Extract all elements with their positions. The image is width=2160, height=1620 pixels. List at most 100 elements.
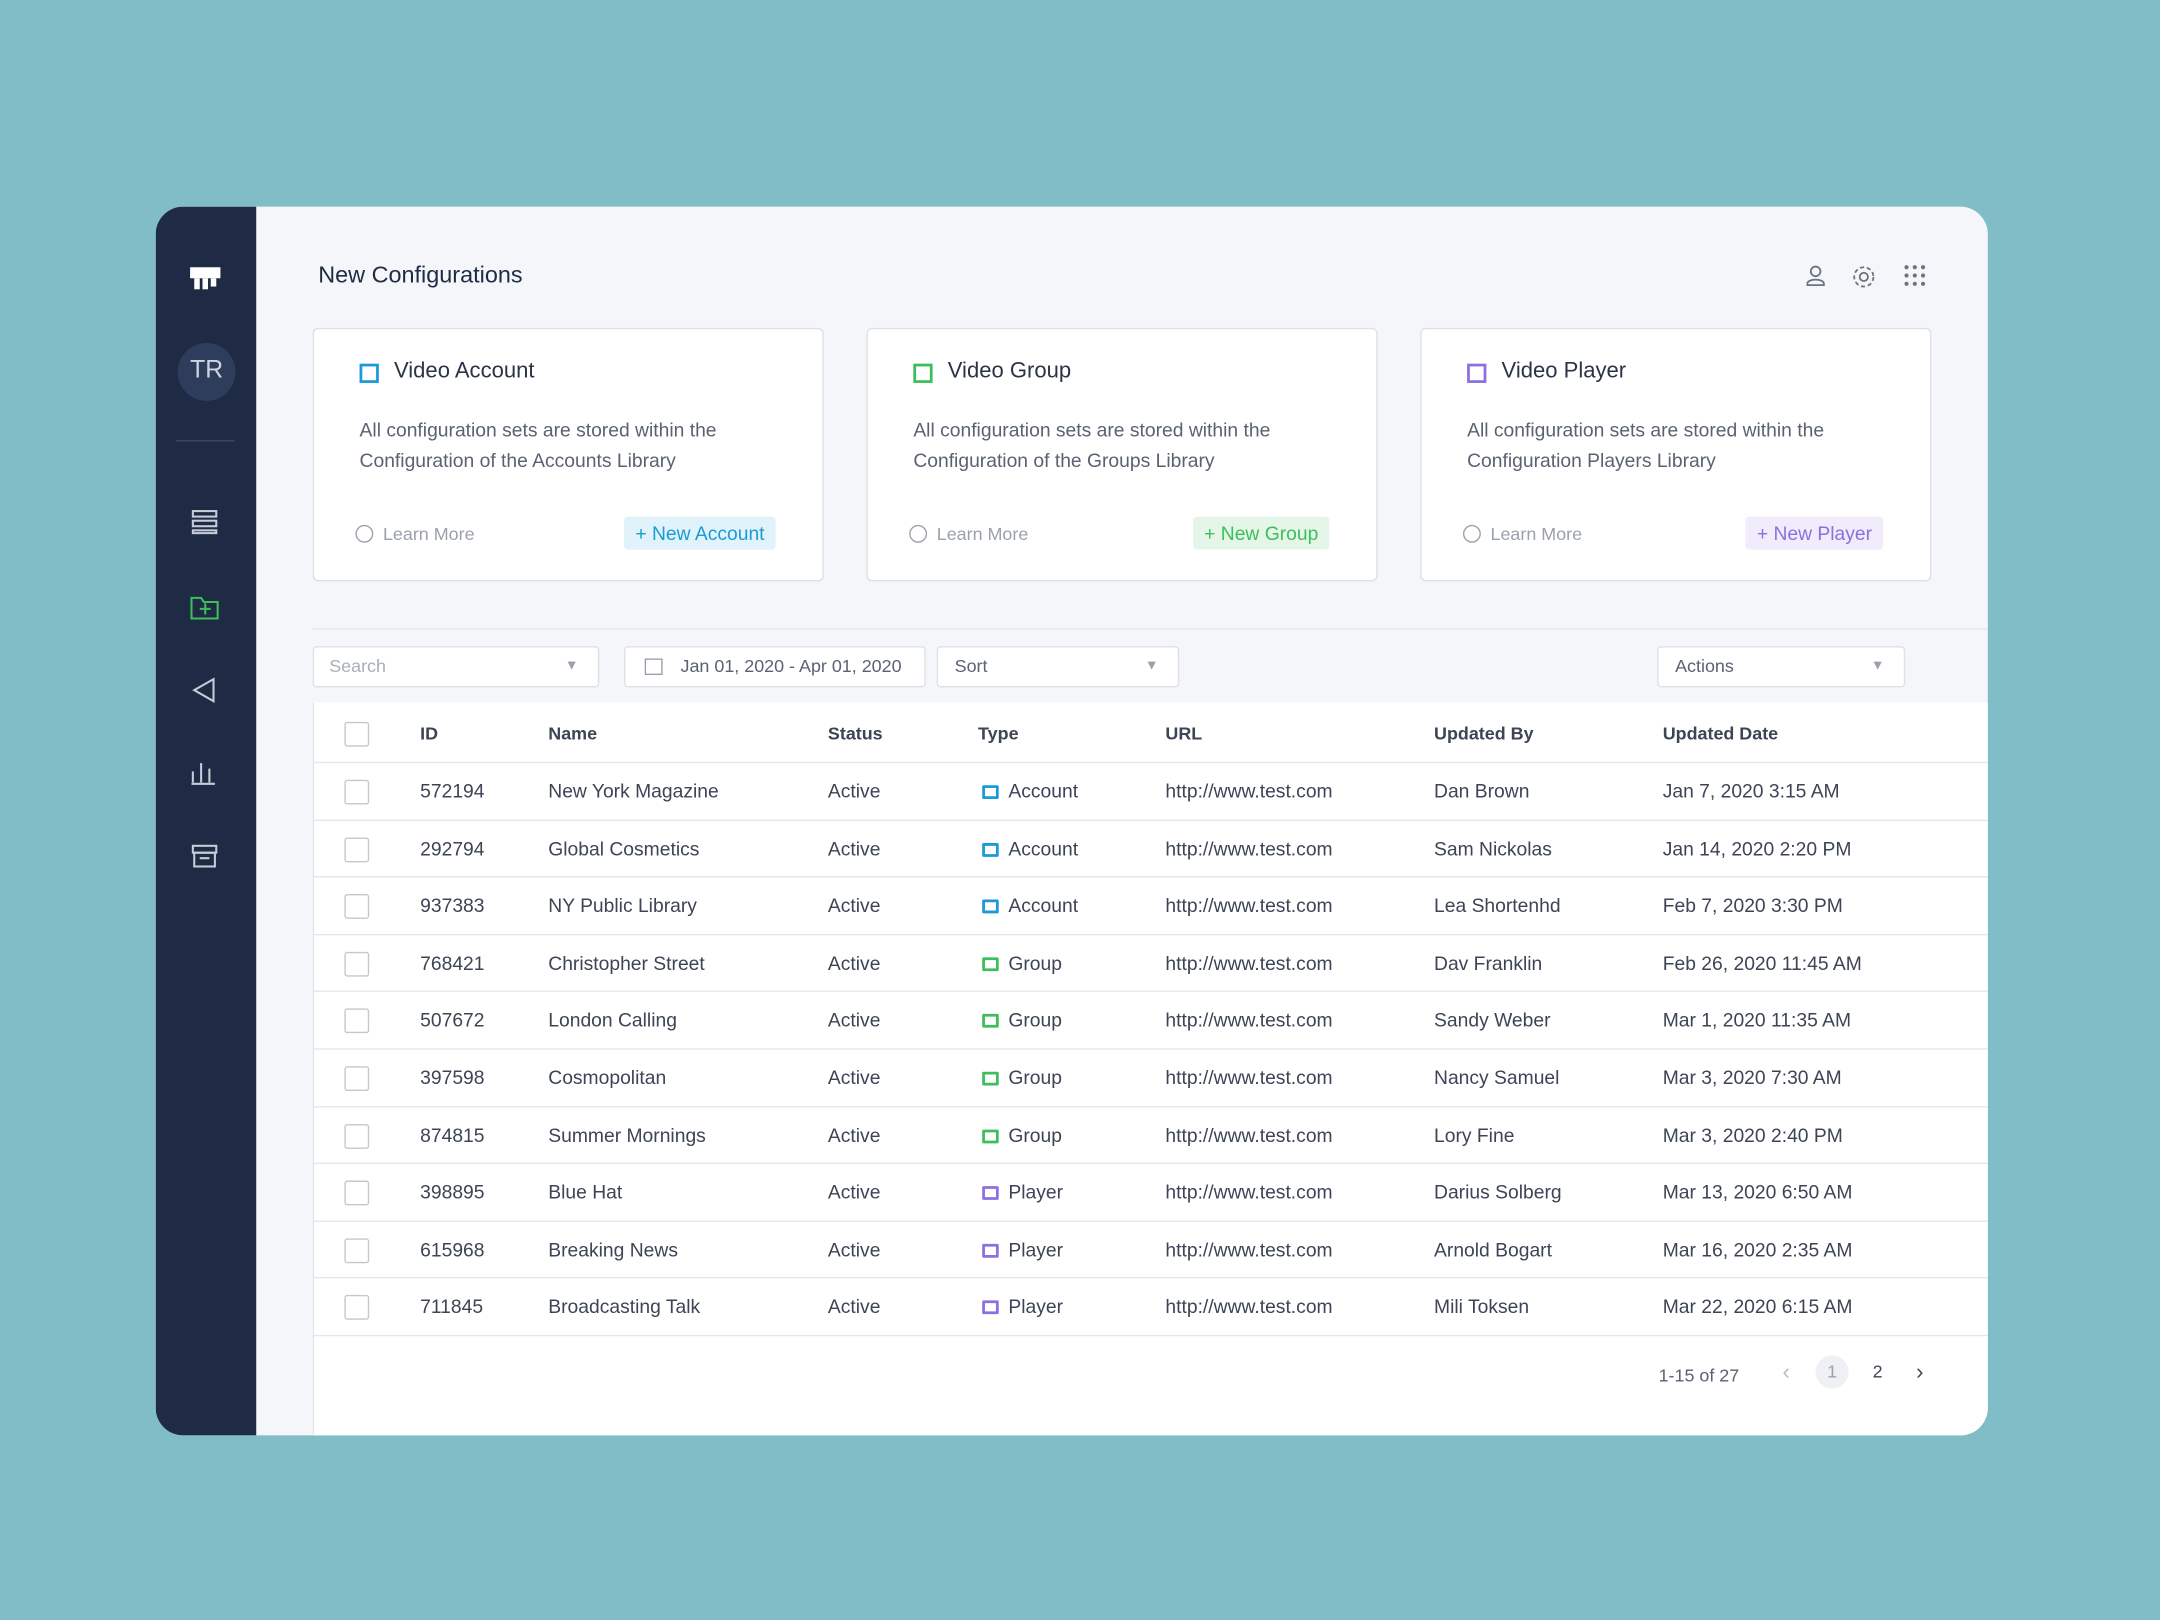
table-cell: Account bbox=[1008, 836, 1079, 860]
header-icons[interactable] bbox=[1795, 262, 1933, 292]
table-cell: Sandy Weber bbox=[1434, 1008, 1551, 1031]
table-cell: Player bbox=[1008, 1295, 1064, 1318]
type-icon bbox=[982, 1129, 999, 1143]
row-checkbox[interactable] bbox=[344, 1008, 370, 1034]
table-cell: Arnold Bogart bbox=[1434, 1238, 1552, 1261]
learn-more-link[interactable]: Learn More bbox=[382, 523, 475, 545]
table-cell: http://www.test.com bbox=[1165, 1008, 1333, 1031]
actions-select[interactable]: Actions ▼ bbox=[1657, 646, 1906, 688]
actions-text: Actions bbox=[1675, 655, 1734, 677]
table-cell: Nancy Samuel bbox=[1434, 1066, 1560, 1089]
table-cell: Darius Solberg bbox=[1434, 1180, 1562, 1203]
data-table: ID Name Status Type URL Updated By Updated Dat… bbox=[312, 702, 1988, 1436]
table-cell: http://www.test.com bbox=[1165, 836, 1333, 860]
column-header[interactable]: Name bbox=[548, 723, 598, 744]
page-number[interactable]: 1 bbox=[1815, 1355, 1849, 1389]
next-page[interactable]: › bbox=[1916, 1361, 1924, 1385]
table-cell: Sam Nickolas bbox=[1434, 836, 1552, 860]
table-cell: Group bbox=[1008, 1008, 1062, 1031]
card-title: Video Player bbox=[1501, 359, 1627, 383]
table-cell: http://www.test.com bbox=[1165, 1238, 1333, 1261]
column-header[interactable]: Type bbox=[978, 723, 1019, 744]
search-box[interactable]: Search ▼ bbox=[312, 646, 600, 688]
row-checkbox[interactable] bbox=[344, 1123, 370, 1149]
new-button[interactable]: + New Group bbox=[1193, 516, 1330, 550]
avatar[interactable]: TR bbox=[190, 355, 224, 383]
table-cell: Broadcasting Talk bbox=[548, 1295, 701, 1318]
row-checkbox[interactable] bbox=[344, 1238, 370, 1263]
table-cell: 398895 bbox=[420, 1180, 485, 1203]
prev-page[interactable]: ‹ bbox=[1782, 1361, 1790, 1385]
table-cell: Global Cosmetics bbox=[548, 836, 700, 860]
type-icon bbox=[982, 842, 999, 857]
column-header[interactable]: Updated By bbox=[1434, 723, 1534, 744]
table-cell: Breaking News bbox=[548, 1238, 678, 1261]
table-cell: Account bbox=[1008, 779, 1079, 802]
sort-select[interactable]: Sort ▼ bbox=[936, 646, 1180, 688]
table-cell: 572194 bbox=[420, 779, 485, 802]
table-cell: Group bbox=[1008, 951, 1062, 974]
table-cell: Feb 7, 2020 3:30 PM bbox=[1662, 894, 1843, 917]
info-icon bbox=[1462, 524, 1481, 543]
card-description: All configuration sets are stored within… bbox=[359, 418, 717, 472]
column-header[interactable]: URL bbox=[1165, 723, 1203, 744]
sort-text: Sort bbox=[954, 655, 988, 677]
column-header[interactable]: ID bbox=[420, 723, 439, 744]
table-cell: Active bbox=[827, 1008, 881, 1031]
table-cell: http://www.test.com bbox=[1165, 1123, 1333, 1146]
type-icon bbox=[982, 1071, 999, 1086]
table-cell: Active bbox=[827, 1066, 881, 1089]
card: Video Player All configuration sets are s… bbox=[1420, 327, 1932, 582]
search-placeholder: Search bbox=[329, 655, 386, 677]
learn-more-link[interactable]: Learn More bbox=[936, 523, 1029, 545]
page-number[interactable]: 2 bbox=[1872, 1361, 1883, 1382]
table-cell: Christopher Street bbox=[548, 951, 705, 974]
table-cell: Mar 22, 2020 6:15 AM bbox=[1662, 1295, 1853, 1318]
new-button[interactable]: + New Account bbox=[624, 516, 776, 550]
table-cell: http://www.test.com bbox=[1165, 1180, 1333, 1203]
card: Video Group All configuration sets are st… bbox=[866, 327, 1378, 582]
row-checkbox[interactable] bbox=[344, 951, 370, 977]
column-header[interactable]: Status bbox=[827, 723, 883, 744]
header-checkbox[interactable] bbox=[344, 721, 370, 747]
table-cell: Mar 3, 2020 2:40 PM bbox=[1662, 1123, 1843, 1146]
row-checkbox[interactable] bbox=[344, 836, 370, 862]
page-title: New Configurations bbox=[318, 261, 523, 288]
table-cell: Mar 3, 2020 7:30 AM bbox=[1662, 1066, 1842, 1089]
pagination-range: 1-15 of 27 bbox=[1658, 1365, 1740, 1386]
table-cell: Active bbox=[827, 1180, 881, 1203]
row-checkbox[interactable] bbox=[344, 1295, 370, 1321]
date-range[interactable]: Jan 01, 2020 - Apr 01, 2020 bbox=[624, 646, 926, 688]
table-cell: http://www.test.com bbox=[1165, 779, 1333, 802]
column-header[interactable]: Updated Date bbox=[1662, 723, 1779, 744]
row-divider bbox=[314, 1334, 1988, 1337]
table-cell: http://www.test.com bbox=[1165, 951, 1333, 974]
table-cell: Summer Mornings bbox=[548, 1123, 706, 1146]
table-cell: http://www.test.com bbox=[1165, 1295, 1333, 1318]
learn-more-link[interactable]: Learn More bbox=[1490, 523, 1583, 545]
table-cell: Mar 16, 2020 2:35 AM bbox=[1662, 1238, 1853, 1261]
table-cell: http://www.test.com bbox=[1165, 894, 1333, 917]
row-divider bbox=[314, 1220, 1988, 1222]
table-cell: Mili Toksen bbox=[1434, 1295, 1530, 1318]
table-cell: Player bbox=[1008, 1238, 1064, 1261]
card-title: Video Group bbox=[947, 359, 1072, 383]
row-divider bbox=[314, 1105, 1988, 1107]
row-checkbox[interactable] bbox=[344, 779, 370, 805]
card-title: Video Account bbox=[393, 359, 535, 383]
table-cell: Mar 13, 2020 6:50 AM bbox=[1662, 1180, 1853, 1203]
divider bbox=[312, 628, 1988, 630]
row-divider bbox=[314, 819, 1988, 821]
row-checkbox[interactable] bbox=[344, 1066, 370, 1092]
row-checkbox[interactable] bbox=[344, 1180, 370, 1206]
type-icon bbox=[982, 957, 999, 971]
table-cell: 874815 bbox=[420, 1123, 485, 1146]
type-icon bbox=[982, 899, 999, 914]
table-cell: Player bbox=[1008, 1180, 1064, 1203]
new-button[interactable]: + New Player bbox=[1745, 516, 1884, 550]
row-checkbox[interactable] bbox=[344, 894, 370, 920]
table-cell: London Calling bbox=[548, 1008, 677, 1031]
table-cell: http://www.test.com bbox=[1165, 1066, 1333, 1089]
